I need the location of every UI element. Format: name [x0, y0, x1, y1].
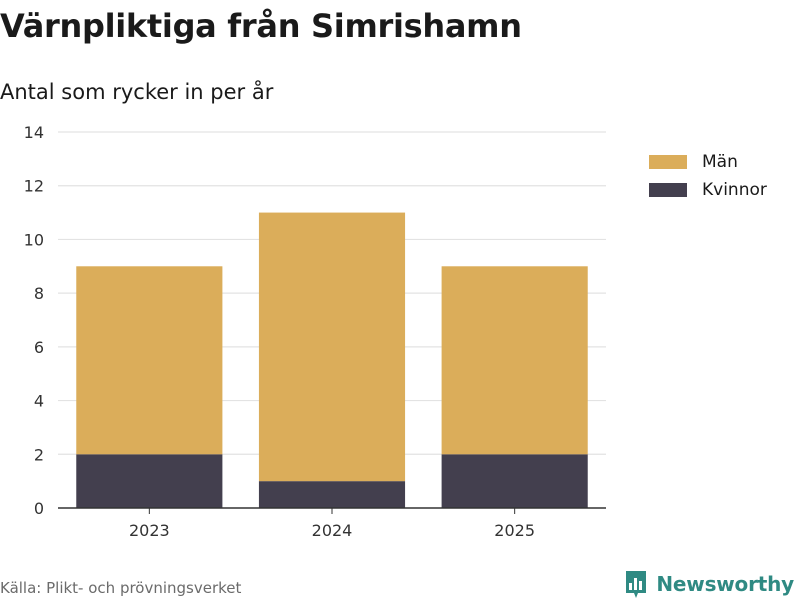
- legend-swatch: [649, 183, 687, 197]
- y-tick-label: 0: [34, 499, 44, 518]
- bar-män-2025: [441, 266, 588, 455]
- legend-item-män: Män: [649, 148, 767, 176]
- bars: [76, 212, 588, 508]
- legend-label: Män: [702, 152, 738, 172]
- y-tick-label: 4: [34, 392, 44, 411]
- x-axis-ticks: 2023 2024 2025: [129, 508, 535, 540]
- source-note: Källa: Plikt- och prövningsverket: [0, 579, 242, 597]
- y-tick-label: 2: [34, 445, 44, 464]
- bar-kvinnor-2025: [441, 454, 588, 508]
- y-tick-label: 6: [34, 338, 44, 357]
- legend-swatch: [649, 155, 687, 169]
- bar-kvinnor-2023: [76, 454, 223, 508]
- y-tick-label: 14: [24, 123, 44, 142]
- brand-logo: Newsworthy: [624, 569, 794, 599]
- x-tick-label: 2023: [129, 521, 170, 540]
- bar-män-2023: [76, 266, 223, 455]
- x-tick-label: 2024: [312, 521, 353, 540]
- brand-name: Newsworthy: [656, 572, 794, 596]
- bar-kvinnor-2024: [258, 481, 406, 508]
- y-tick-label: 8: [34, 284, 44, 303]
- y-tick-label: 12: [24, 177, 44, 196]
- legend: Män Kvinnor: [649, 148, 767, 204]
- newsworthy-logo-icon: [626, 571, 647, 598]
- y-axis-ticks: 0 2 4 6 8 10 12 14: [24, 123, 44, 518]
- x-tick-label: 2025: [494, 521, 535, 540]
- legend-item-kvinnor: Kvinnor: [649, 176, 767, 204]
- chart-subtitle: Antal som rycker in per år: [0, 80, 274, 104]
- y-tick-label: 10: [24, 230, 44, 249]
- chart-title: Värnpliktiga från Simrishamn: [0, 7, 522, 45]
- legend-label: Kvinnor: [702, 180, 767, 200]
- bar-män-2024: [258, 212, 406, 482]
